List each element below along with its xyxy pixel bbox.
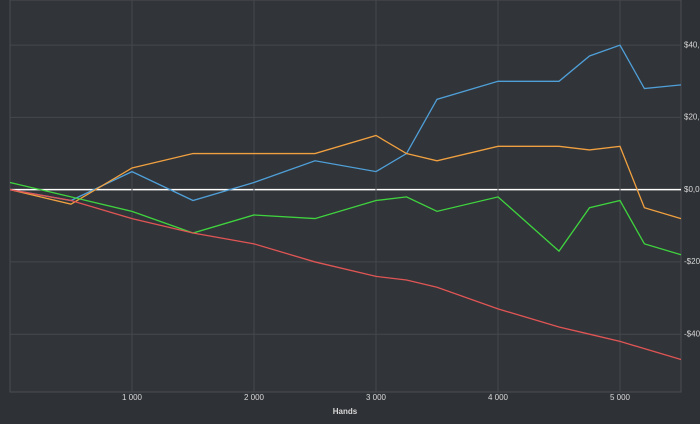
x-tick-label: 5 000: [610, 393, 631, 402]
x-tick-label: 2 000: [244, 393, 265, 402]
y-tick-label: -$40,0: [684, 329, 700, 338]
y-tick-label: $0,00: [684, 185, 700, 194]
plot-area: [9, 0, 682, 393]
x-tick-label: 1 000: [122, 393, 143, 402]
series-line: [9, 181, 682, 256]
x-tick-label: 3 000: [366, 393, 387, 402]
series-line: [9, 189, 682, 361]
x-tick-label: 4 000: [488, 393, 509, 402]
y-tick-label: $40,0: [684, 40, 700, 49]
y-tick-label: -$20,0: [684, 257, 700, 266]
series-line: [9, 134, 682, 220]
y-tick-label: $20,0: [684, 113, 700, 122]
x-axis-label: Hands: [333, 407, 358, 416]
